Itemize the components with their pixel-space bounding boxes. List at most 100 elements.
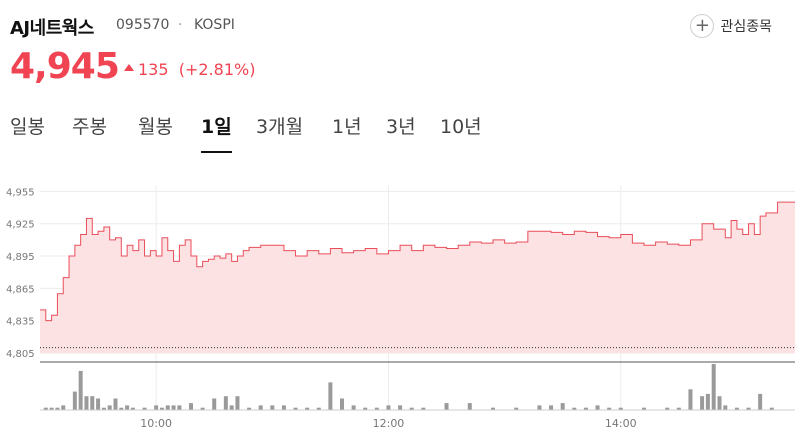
volume-bar	[154, 405, 159, 410]
volume-bar	[618, 407, 623, 410]
volume-bar	[247, 407, 252, 410]
volume-bar	[142, 407, 147, 410]
volume-bar	[711, 364, 716, 410]
volume-bar	[171, 405, 176, 410]
plus-icon: +	[690, 14, 715, 38]
volume-bar	[223, 396, 228, 410]
current-price: 4,945	[10, 46, 120, 87]
stock-code: 095570	[116, 17, 170, 33]
price-area	[40, 202, 795, 353]
watchlist-label: 관심종목	[720, 19, 772, 35]
y-tick-label: 4,895	[6, 252, 35, 263]
volume-bar	[549, 405, 554, 410]
volume-bar	[130, 407, 135, 410]
volume-bar	[165, 405, 170, 410]
volume-bar	[769, 407, 774, 410]
volume-bar	[340, 398, 344, 410]
volume-bar	[107, 405, 112, 410]
volume-bar	[101, 407, 106, 410]
y-tick-label: 4,865	[6, 284, 35, 295]
volume-bar	[328, 382, 333, 410]
volume-bar	[595, 405, 600, 410]
volume-bar	[305, 407, 310, 410]
volume-bar	[700, 396, 705, 410]
separator-dot: ·	[178, 17, 183, 33]
watchlist-button[interactable]: + 관심종목	[690, 12, 772, 40]
stock-name: AJ네트웍스	[10, 18, 94, 39]
volume-bar	[734, 407, 739, 410]
change-percent: (+2.81%)	[178, 60, 256, 79]
volume-bar	[229, 405, 234, 410]
tab-3year[interactable]: 3년	[386, 116, 416, 138]
volume-bar	[293, 407, 298, 410]
volume-bar	[746, 407, 751, 410]
market-label: KOSPI	[194, 17, 235, 33]
volume-bar	[676, 407, 681, 410]
volume-bar	[189, 403, 193, 410]
volume-bar	[723, 405, 728, 410]
volume-bar	[688, 389, 693, 410]
volume-bar	[72, 391, 77, 410]
volume-bar	[84, 396, 89, 410]
volume-bar	[560, 403, 565, 410]
volume-bar	[90, 396, 95, 410]
volume-bar	[270, 405, 275, 410]
volume-bar	[467, 403, 472, 410]
volume-bar	[607, 407, 612, 410]
volume-bar	[235, 396, 240, 410]
volume-bar	[258, 405, 263, 410]
volume-bar	[514, 407, 519, 410]
volume-bar	[642, 407, 646, 410]
volume-bar	[398, 405, 403, 410]
volume-bar	[113, 398, 118, 410]
volume-bar	[78, 370, 83, 410]
volume-bar	[421, 407, 426, 410]
y-tick-label: 4,925	[6, 220, 35, 231]
volume-bar	[200, 407, 205, 410]
x-tick-label: 12:00	[373, 417, 405, 430]
y-tick-label: 4,955	[6, 187, 35, 198]
volume-bar	[409, 407, 414, 410]
volume-bar	[61, 405, 66, 410]
tab-1day[interactable]: 1일	[201, 112, 232, 153]
volume-bar	[316, 407, 321, 410]
volume-bar	[374, 407, 379, 410]
volume-bar	[444, 403, 449, 410]
volume-bar	[537, 405, 542, 410]
y-tick-label: 4,835	[6, 317, 35, 328]
tab-1year[interactable]: 1년	[332, 116, 362, 138]
volume-bar	[281, 405, 286, 410]
volume-bar	[491, 407, 495, 410]
volume-bar	[351, 405, 356, 410]
tab-daily[interactable]: 일봉	[10, 116, 45, 138]
price-change: 135 (+2.81%)	[138, 60, 255, 79]
volume-bar	[717, 396, 722, 410]
volume-bar	[119, 407, 124, 410]
x-tick-label: 14:00	[605, 417, 637, 430]
tab-monthly[interactable]: 월봉	[138, 116, 173, 138]
volume-bar	[55, 407, 60, 410]
stock-header: AJ네트웍스 095570 · KOSPI + 관심종목	[10, 8, 808, 48]
volume-bar	[125, 405, 130, 410]
volume-bar	[159, 407, 164, 410]
x-tick-label: 10:00	[140, 417, 172, 430]
volume-bar	[705, 393, 710, 410]
volume-bar	[583, 407, 588, 410]
y-tick-label: 4,805	[6, 349, 35, 360]
tab-3month[interactable]: 3개월	[256, 116, 304, 138]
tab-weekly[interactable]: 주봉	[72, 116, 107, 138]
change-value: 135	[138, 60, 169, 79]
volume-bar	[572, 407, 577, 410]
volume-bar	[665, 407, 670, 410]
volume-bar	[363, 407, 368, 410]
volume-bar	[758, 393, 763, 410]
up-triangle-icon	[124, 64, 134, 71]
price-line	[40, 201, 795, 322]
period-tabs: 일봉 주봉 월봉 1일 3개월 1년 3년 10년	[0, 112, 808, 158]
volume-bar	[386, 405, 391, 410]
tab-10year[interactable]: 10년	[440, 116, 482, 138]
volume-bar	[177, 405, 182, 410]
volume-bar	[49, 407, 54, 410]
volume-bar	[43, 407, 48, 410]
